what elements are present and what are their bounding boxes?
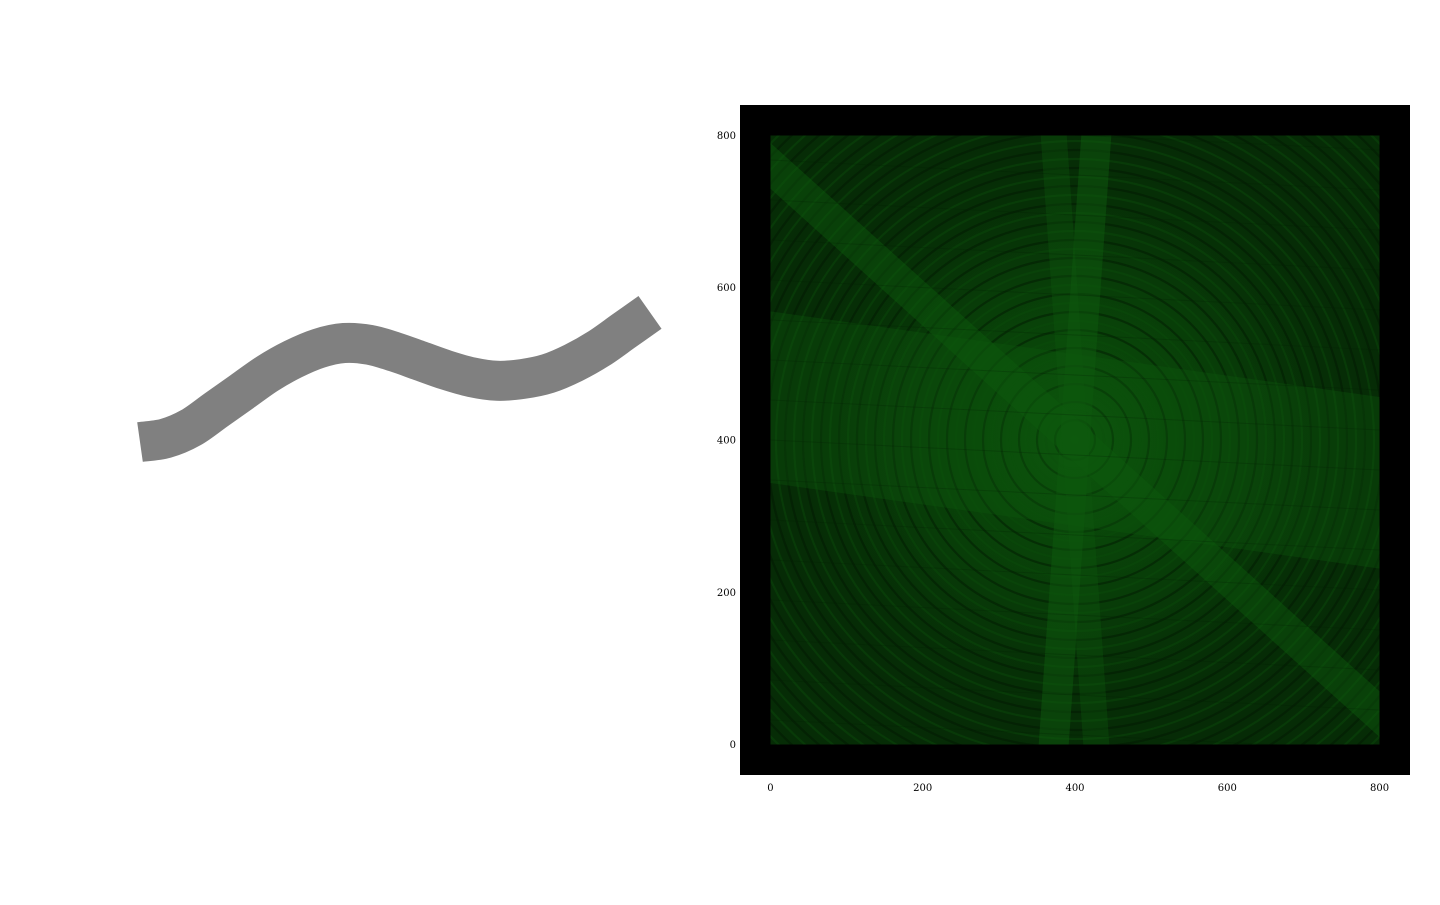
texture-line: [770, 519, 1380, 551]
band-vertical-b-fill: [1013, 135, 1137, 745]
ring: [801, 166, 1349, 714]
ring: [783, 148, 1367, 732]
x-tick-label: 600: [1218, 783, 1237, 794]
y-tick-label: 400: [717, 436, 736, 447]
texture-line: [770, 559, 1380, 591]
x-axis-ticks: 0 200 400 600 800: [767, 783, 1389, 794]
ring: [810, 175, 1340, 705]
texture-line: [770, 279, 1380, 311]
texture-line: [770, 479, 1380, 511]
texture-line: [770, 359, 1380, 391]
y-tick-label: 600: [717, 283, 736, 294]
y-axis-ticks: 0 200 400 600 800: [717, 131, 736, 751]
x-tick-label: 0: [767, 783, 773, 794]
texture-line: [1074, 135, 1380, 151]
ring: [819, 184, 1331, 696]
texture-line: [770, 800, 1379, 830]
texture-line: [770, 439, 1380, 471]
texture-line: [770, 159, 1380, 191]
image-plot: 0 200 400 600 800 0 200 400 600 800: [717, 40, 1410, 870]
ring: [837, 202, 1313, 678]
ring: [828, 193, 1322, 687]
texture-line: [770, 399, 1380, 431]
y-tick-label: 0: [730, 740, 736, 751]
ring: [846, 211, 1304, 669]
band-vertical-a: [1011, 135, 1139, 745]
x-tick-label: 400: [1065, 783, 1084, 794]
curve-plot: [137, 296, 662, 462]
texture-line: [770, 679, 1380, 711]
ring: [855, 220, 1295, 660]
texture-line: [770, 599, 1380, 631]
texture-line: [770, 239, 1380, 271]
image-area: [770, 40, 1380, 870]
band-vertical-b: [1013, 135, 1137, 745]
ring: [774, 139, 1376, 741]
band-vertical-a-fill: [1011, 135, 1139, 745]
ring: [792, 157, 1358, 723]
texture-line: [770, 319, 1380, 351]
texture-line: [770, 40, 1379, 70]
x-tick-label: 800: [1370, 783, 1389, 794]
texture-line: [770, 199, 1380, 231]
y-tick-label: 200: [717, 588, 736, 599]
y-tick-label: 800: [717, 131, 736, 142]
texture-line: [770, 840, 1379, 870]
curve-series-line: [137, 296, 662, 462]
texture-line: [770, 719, 1279, 745]
texture-line: [770, 639, 1380, 671]
x-tick-label: 200: [913, 783, 932, 794]
